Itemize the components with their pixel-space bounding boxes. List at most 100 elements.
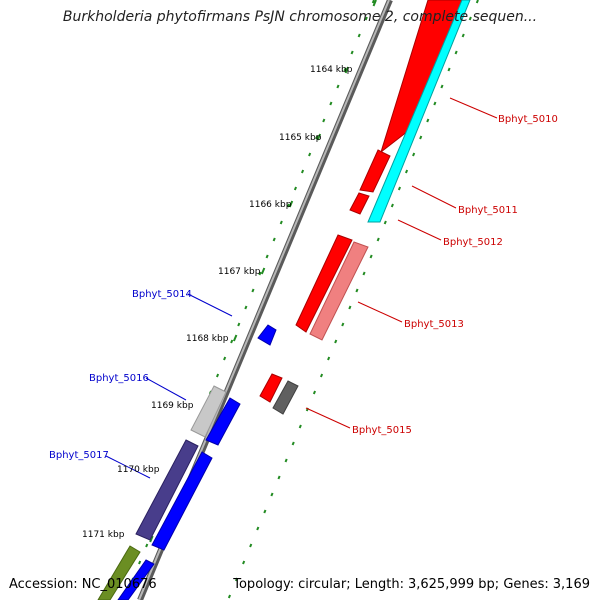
tick-dot xyxy=(348,305,352,310)
tick-dot xyxy=(286,203,290,208)
tick-dot xyxy=(364,16,368,21)
tick-dot xyxy=(475,0,479,4)
tick-dot xyxy=(291,441,295,446)
tick-dot xyxy=(300,169,305,174)
tick-label-1171: 1171 kbp xyxy=(82,530,125,540)
tick-dot xyxy=(265,254,269,259)
tick-dot xyxy=(327,356,331,361)
tick-dot xyxy=(336,84,340,89)
label-bphyt-5012[interactable]: Bphyt_5012 xyxy=(443,237,503,248)
tick-dot xyxy=(362,271,366,276)
tick-dot xyxy=(237,322,241,327)
tick-dot xyxy=(316,133,322,141)
tick-dot xyxy=(223,356,227,361)
topology-value: circular; xyxy=(298,577,351,592)
tick-dot xyxy=(319,373,324,378)
gene-bphyt-5013-pink[interactable] xyxy=(309,241,369,341)
label-bphyt-5010[interactable]: Bphyt_5010 xyxy=(498,114,558,125)
tick-dot xyxy=(344,66,350,74)
tick-dot xyxy=(234,577,239,582)
leader-lines xyxy=(105,97,498,479)
genes-label: Genes: xyxy=(503,577,549,592)
tick-dot xyxy=(315,135,319,140)
tick-dot xyxy=(251,288,255,293)
tick-label-1168: 1168 kbp xyxy=(186,334,229,344)
tick-dot xyxy=(293,186,298,191)
tick-label-1170: 1170 kbp xyxy=(117,465,160,475)
gene-bphyt-5011-b[interactable] xyxy=(349,192,370,215)
tick-dot xyxy=(329,101,333,106)
tick-dot xyxy=(383,220,387,225)
gene-bphyt-5016-blue[interactable] xyxy=(205,397,241,446)
tick-dot xyxy=(149,535,154,543)
tick-label-1165: 1165 kbp xyxy=(279,133,322,143)
gene-bphyt-5013[interactable] xyxy=(295,234,353,333)
gene-bphyt-5017[interactable] xyxy=(135,439,199,541)
accession-value: NC_010676 xyxy=(81,577,157,592)
genes-value: 3,169 xyxy=(552,577,590,592)
tick-dot xyxy=(227,594,232,599)
label-bphyt-5011[interactable]: Bphyt_5011 xyxy=(458,205,518,216)
label-bphyt-5015[interactable]: Bphyt_5015 xyxy=(352,425,412,436)
tick-dot xyxy=(343,67,347,72)
tick-label-1164: 1164 kbp xyxy=(310,65,353,75)
tick-dot xyxy=(249,543,253,548)
page-title: Burkholderia phytofirmans PsJN chromosom… xyxy=(62,9,538,25)
tick-dot xyxy=(242,560,246,565)
gene-labels: Bphyt_5010 Bphyt_5011 Bphyt_5012 Bphyt_5… xyxy=(49,114,558,461)
gene-blue-bottom[interactable] xyxy=(117,559,155,600)
tick-label-1166: 1166 kbp xyxy=(249,200,292,210)
tick-dot xyxy=(454,50,458,55)
accession-label: Accession: xyxy=(9,577,78,592)
tick-dot xyxy=(263,509,267,514)
length-value: 3,625,999 bp; xyxy=(407,577,500,592)
tick-dot xyxy=(270,492,274,497)
tick-dot xyxy=(350,50,354,55)
tick-dot xyxy=(138,560,142,565)
tick-dot xyxy=(232,334,238,342)
gene-bphyt-5015-gray[interactable] xyxy=(272,380,299,415)
tick-label-1167: 1167 kbp xyxy=(218,267,261,277)
label-bphyt-5014[interactable]: Bphyt_5014 xyxy=(132,289,192,300)
length-label: Length: xyxy=(354,577,404,592)
tick-dot xyxy=(308,152,312,157)
label-bphyt-5017[interactable]: Bphyt_5017 xyxy=(49,450,109,461)
tick-label-1169: 1169 kbp xyxy=(151,401,194,411)
tick-dot xyxy=(256,526,260,531)
tick-dot xyxy=(288,200,294,208)
tick-dot xyxy=(230,339,234,344)
tick-dot xyxy=(404,169,409,174)
gene-bphyt-5010-cyan[interactable] xyxy=(367,0,471,223)
gene-bphyt-5017-blue[interactable] xyxy=(151,451,213,551)
tick-dot xyxy=(376,237,380,242)
label-bphyt-5016[interactable]: Bphyt_5016 xyxy=(89,373,149,384)
gene-bphyt-5016[interactable] xyxy=(190,385,227,438)
sequence-stats: Topology: circular; Length: 3,625,999 bp; … xyxy=(233,577,590,592)
tick-dot xyxy=(312,390,317,395)
tick-dot xyxy=(357,33,361,38)
gene-bphyt-5014[interactable] xyxy=(257,324,277,346)
tick-dot xyxy=(284,458,288,463)
tick-dot xyxy=(412,152,416,157)
gene-bphyt-5015[interactable] xyxy=(259,373,283,403)
tick-dot xyxy=(461,33,465,38)
gene-olive[interactable] xyxy=(97,545,141,600)
tick-dot xyxy=(260,267,266,275)
tick-dot xyxy=(298,424,302,429)
tick-dot xyxy=(397,186,402,191)
tick-dot xyxy=(355,288,359,293)
scale-tick-labels: 1164 kbp 1165 kbp 1166 kbp 1167 kbp 1168… xyxy=(82,65,353,540)
tick-dot xyxy=(419,135,423,140)
tick-dot xyxy=(272,237,276,242)
label-bphyt-5013[interactable]: Bphyt_5013 xyxy=(404,319,464,330)
tick-dot xyxy=(258,271,262,276)
gene-bphyt-5011[interactable] xyxy=(359,149,391,193)
tick-dot xyxy=(447,67,451,72)
tick-dot xyxy=(334,339,338,344)
tick-dot xyxy=(341,322,345,327)
topology-label: Topology: xyxy=(233,577,295,592)
tick-dot xyxy=(372,0,377,7)
accession-info: Accession: NC_010676 xyxy=(9,577,157,592)
tick-dot xyxy=(426,118,430,123)
